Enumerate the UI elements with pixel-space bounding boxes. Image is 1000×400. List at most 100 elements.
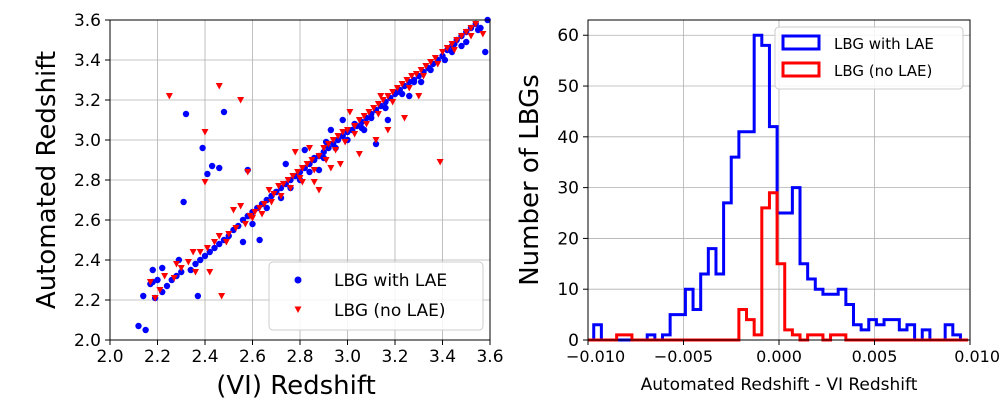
scatter-point-lbg-no-lae — [322, 157, 330, 164]
scatter-y-tick-label: 3.4 — [74, 51, 101, 71]
histogram-x-tick-label: 0.010 — [954, 347, 1000, 366]
scatter-point-lbg-no-lae — [327, 165, 335, 172]
scatter-point-lbg-no-lae — [294, 169, 302, 176]
scatter-point-lbg-no-lae — [310, 179, 318, 186]
scatter-point-lbg-no-lae — [151, 295, 159, 302]
scatter-point-lbg-with-lae — [334, 136, 342, 144]
scatter-y-ticks: 2.0 2.2 2.4 2.6 2.8 3.0 3.2 3.4 3.6 — [74, 11, 110, 351]
scatter-point-lbg-no-lae — [296, 175, 304, 182]
scatter-point-lbg-no-lae — [427, 59, 435, 66]
scatter-point-lbg-with-lae — [180, 198, 187, 206]
scatter-point-lbg-with-lae — [216, 164, 223, 172]
scatter-x-label: (VI) Redshift — [216, 371, 376, 400]
scatter-legend-label-red: LBG (no LAE) — [334, 301, 446, 321]
scatter-point-lbg-with-lae — [306, 168, 313, 176]
scatter-point-lbg-with-lae — [398, 90, 406, 98]
scatter-y-tick-label: 2.0 — [74, 331, 101, 351]
histogram-x-label: Automated Redshift - VI Redshift — [641, 375, 918, 395]
scatter-point-lbg-no-lae — [370, 105, 378, 112]
scatter-point-lbg-no-lae — [275, 183, 283, 190]
scatter-point-lbg-with-lae — [382, 104, 389, 112]
scatter-point-lbg-no-lae — [303, 161, 311, 168]
scatter-point-lbg-with-lae — [178, 268, 185, 276]
scatter-point-lbg-no-lae — [403, 77, 411, 84]
histogram-y-tick-label: 20 — [557, 229, 579, 249]
histogram-legend: LBG with LAE LBG (no LAE) — [774, 26, 964, 90]
scatter-point-lbg-no-lae — [334, 133, 342, 140]
scatter-point-lbg-no-lae — [458, 33, 465, 40]
scatter-point-lbg-no-lae — [467, 25, 475, 32]
scatter-x-ticks: 2.0 2.2 2.4 2.6 2.8 3.0 3.2 3.4 3.6 — [96, 340, 504, 367]
scatter-point-lbg-with-lae — [427, 66, 434, 74]
scatter-point-lbg-no-lae — [165, 93, 173, 100]
scatter-point-lbg-no-lae — [405, 85, 413, 92]
scatter-point-lbg-no-lae — [412, 71, 420, 78]
histogram-y-tick-label: 30 — [557, 179, 579, 199]
scatter-y-tick-label: 3.0 — [74, 131, 101, 151]
histogram-y-tick-label: 50 — [557, 77, 579, 97]
scatter-series-lbg-no-lae — [146, 21, 487, 302]
histogram-series-lbg-with-lae — [588, 33, 969, 342]
scatter-point-lbg-no-lae — [225, 231, 233, 238]
scatter-point-lbg-no-lae — [422, 63, 430, 70]
scatter-point-lbg-no-lae — [268, 199, 275, 206]
scatter-point-lbg-no-lae — [177, 265, 185, 272]
scatter-point-lbg-no-lae — [355, 151, 363, 158]
scatter-point-lbg-no-lae — [320, 145, 328, 152]
scatter-point-lbg-no-lae — [351, 123, 359, 130]
scatter-point-lbg-no-lae — [374, 111, 382, 118]
scatter-point-lbg-no-lae — [277, 193, 285, 200]
scatter-point-lbg-with-lae — [135, 322, 142, 330]
scatter-point-lbg-no-lae — [417, 67, 425, 74]
scatter-point-lbg-no-lae — [450, 47, 458, 54]
scatter-y-tick-label: 2.6 — [74, 211, 101, 231]
scatter-point-lbg-no-lae — [298, 165, 306, 172]
scatter-point-lbg-with-lae — [182, 110, 190, 118]
scatter-point-lbg-with-lae — [249, 220, 256, 228]
scatter-point-lbg-with-lae — [220, 108, 228, 116]
scatter-legend: LBG with LAE LBG (no LAE) — [268, 261, 484, 331]
histogram-series-lbg-no-lae — [588, 191, 969, 342]
scatter-y-tick-label: 3.2 — [74, 91, 101, 111]
scatter-point-lbg-no-lae — [336, 161, 344, 168]
scatter-y-label: Automated Redshift — [32, 51, 62, 309]
scatter-x-tick-label: 2.8 — [286, 347, 313, 367]
scatter-point-lbg-no-lae — [244, 169, 252, 176]
scatter-point-lbg-with-lae — [384, 116, 392, 124]
scatter-point-lbg-no-lae — [384, 127, 392, 134]
scatter-point-lbg-no-lae — [372, 137, 380, 144]
histogram-y-ticks: 0 10 20 30 40 50 60 — [557, 26, 588, 351]
scatter-point-lbg-no-lae — [351, 131, 359, 138]
scatter-point-lbg-with-lae — [140, 292, 147, 300]
histogram-x-tick-label: 0.000 — [756, 347, 802, 366]
histogram-x-tick-label: −0.010 — [566, 347, 625, 366]
scatter-point-lbg-no-lae — [201, 129, 209, 136]
scatter-point-lbg-no-lae — [173, 261, 180, 268]
histogram-legend-label-blue: LBG with LAE — [834, 35, 934, 53]
scatter-point-lbg-no-lae — [215, 83, 223, 90]
scatter-point-lbg-no-lae — [434, 61, 442, 68]
scatter-point-lbg-no-lae — [398, 81, 406, 88]
scatter-point-lbg-no-lae — [237, 97, 245, 104]
scatter-y-tick-label: 3.6 — [74, 11, 101, 31]
scatter-point-lbg-no-lae — [415, 93, 423, 100]
scatter-point-lbg-no-lae — [420, 73, 427, 80]
scatter-point-lbg-with-lae — [256, 236, 263, 244]
scatter-point-lbg-no-lae — [291, 149, 299, 156]
scatter-point-lbg-no-lae — [203, 245, 211, 252]
scatter-point-lbg-with-lae — [406, 92, 413, 100]
scatter-point-lbg-with-lae — [197, 256, 204, 264]
scatter-legend-label-blue: LBG with LAE — [334, 271, 447, 291]
scatter-point-lbg-no-lae — [431, 55, 439, 62]
scatter-point-lbg-with-lae — [208, 162, 216, 170]
histogram-y-tick-label: 60 — [557, 26, 579, 46]
scatter-point-lbg-with-lae — [199, 144, 206, 152]
scatter-point-lbg-no-lae — [408, 73, 416, 80]
scatter-point-lbg-no-lae — [249, 215, 256, 222]
scatter-point-lbg-with-lae — [216, 240, 223, 248]
scatter-point-lbg-no-lae — [462, 29, 470, 36]
scatter-point-lbg-no-lae — [374, 101, 382, 108]
scatter-point-lbg-no-lae — [315, 187, 323, 194]
scatter-point-lbg-no-lae — [467, 33, 475, 40]
